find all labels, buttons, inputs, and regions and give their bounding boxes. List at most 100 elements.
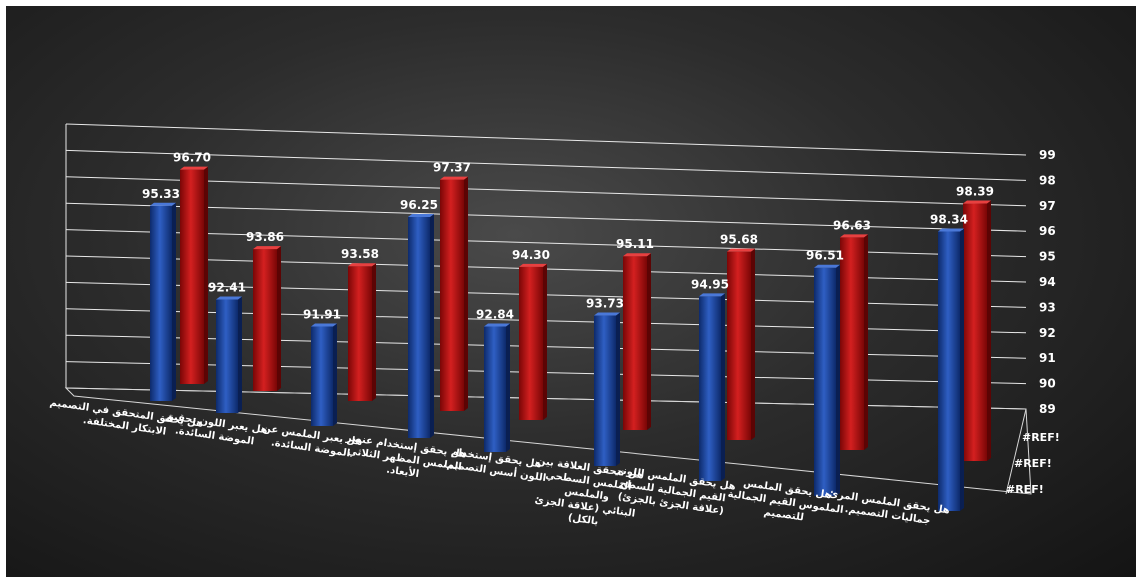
- bar-series-front-side: [960, 228, 964, 512]
- bar-series-front: [938, 228, 964, 512]
- bar-series-back-value-label: 93.58: [341, 247, 379, 261]
- bar-series-back: [440, 176, 468, 411]
- bar-series-front: [150, 202, 176, 401]
- depth-label: #REF!: [1022, 431, 1060, 444]
- bar-series-back-value-label: 94.30: [512, 248, 550, 262]
- bar-series-front-value-label: 96.51: [806, 249, 844, 263]
- bar-series-back-side: [204, 166, 208, 384]
- bar-series-back: [180, 166, 208, 384]
- gridline: [65, 176, 1027, 207]
- y-tick-label: 96: [1039, 224, 1056, 238]
- bar-series-front-side: [238, 296, 242, 413]
- bar-series-front-face: [216, 299, 238, 413]
- bar-series-front: [311, 323, 337, 426]
- bar-series-front-top: [699, 293, 725, 297]
- bar-series-back: [963, 200, 991, 461]
- bar-series-back-top: [963, 200, 991, 204]
- bar-series-back-face: [963, 203, 987, 461]
- y-tick-label: 98: [1039, 173, 1056, 187]
- bar-series-front-side: [172, 202, 176, 401]
- bar-series-back-value-label: 95.11: [616, 237, 654, 251]
- bar-series-front-face: [699, 296, 721, 481]
- depth-label: #REF!: [1014, 457, 1052, 470]
- category-label: هل يحقق الملمس المرئجماليات التصميم.: [827, 489, 951, 530]
- bar-series-front-face: [311, 326, 333, 426]
- bar-series-back-side: [372, 263, 376, 401]
- bar-series-front-top: [814, 264, 840, 268]
- bar-series-front-value-label: 91.91: [303, 308, 341, 322]
- chart-area: 89 90 91 92 93 94 95 96 97 98 99 #REF! #REF! #REF! 96.…: [6, 6, 1136, 577]
- gridline: [65, 123, 1027, 156]
- bar-series-front-top: [594, 312, 620, 316]
- gridline: [65, 149, 1027, 181]
- bar-series-front-face: [408, 217, 430, 438]
- bar-series-front-top: [484, 323, 510, 327]
- bar-series-front-face: [814, 267, 836, 496]
- bar-series-front-top: [938, 228, 964, 232]
- category-label-line: بالكل): [567, 512, 599, 527]
- bar-series-front-face: [150, 205, 172, 401]
- bar-series-back-face: [519, 266, 543, 420]
- bar-series-front-side: [430, 214, 434, 438]
- bar-series-back-side: [464, 176, 468, 411]
- bar-series-back-top: [840, 234, 868, 238]
- bar-series-back-top: [348, 263, 376, 267]
- bar-series-back-value-label: 96.70: [173, 151, 211, 165]
- bar-series-front-top: [408, 214, 434, 217]
- y-tick-label: 90: [1039, 377, 1056, 391]
- bar-series-back: [348, 263, 376, 401]
- bar-series-back: [840, 234, 868, 450]
- bar-chart-3d: 89 90 91 92 93 94 95 96 97 98 99 #REF! #REF! #REF! 96.…: [49, 123, 1060, 530]
- bar-series-back: [623, 253, 651, 430]
- category-label: هل يعبر اللون تحقيقالموضة السائدة.: [163, 411, 269, 449]
- bar-series-front-top: [311, 323, 337, 327]
- bar-series-front-value-label: 98.34: [930, 212, 968, 226]
- bar-series-back-side: [864, 234, 868, 450]
- y-tick-label: 95: [1039, 250, 1056, 264]
- bar-series-back-face: [253, 249, 277, 391]
- bar-series-back-top: [180, 166, 208, 170]
- y-tick-label: 94: [1039, 275, 1056, 289]
- bar-series-front-side: [836, 264, 840, 496]
- bar-series-back-top: [519, 263, 547, 267]
- bar-series-front-face: [938, 231, 960, 512]
- bar-series-front-side: [721, 293, 725, 481]
- bar-series-back-top: [440, 176, 468, 180]
- y-tick-label: 99: [1039, 148, 1056, 162]
- bar-series-front: [408, 214, 434, 438]
- bar-series-back-side: [543, 263, 547, 420]
- bar-series-front-side: [616, 312, 620, 466]
- bar-series-front-value-label: 92.41: [208, 281, 246, 295]
- y-tick-label: 92: [1039, 326, 1056, 340]
- bar-series-front: [216, 296, 242, 413]
- bar-series-back: [727, 248, 755, 440]
- bar-series-front-top: [150, 202, 176, 206]
- bar-series-back-face: [623, 256, 647, 430]
- bar-series-back-value-label: 97.37: [433, 161, 471, 175]
- y-tick-label: 93: [1039, 300, 1056, 314]
- bar-series-front-value-label: 93.73: [586, 297, 624, 311]
- y-tick-label: 91: [1039, 351, 1056, 365]
- bar-series-front-side: [333, 323, 337, 426]
- bar-series-back-top: [253, 246, 281, 250]
- bar-series-back-face: [727, 251, 751, 440]
- bar-series-front-value-label: 96.25: [400, 198, 438, 212]
- depth-axis: [1005, 408, 1027, 495]
- bar-series-back-value-label: 93.86: [246, 230, 284, 244]
- bar-series-front-face: [594, 315, 616, 466]
- bar-series-front-side: [506, 323, 510, 452]
- bar-series-back-top: [727, 248, 755, 252]
- bar-series-back-face: [348, 266, 372, 401]
- depth-label: #REF!: [1006, 483, 1044, 496]
- bar-series-front-value-label: 95.33: [142, 187, 180, 201]
- bar-series-back-value-label: 95.68: [720, 233, 758, 247]
- bar-series-back-side: [647, 253, 651, 430]
- bar-series-front-value-label: 94.95: [691, 277, 729, 291]
- bar-series-back-side: [751, 248, 755, 440]
- y-tick-label: 89: [1039, 402, 1056, 416]
- bar-series-front-value-label: 92.84: [476, 307, 514, 321]
- bar-series-back: [519, 263, 547, 420]
- bar-series-front-face: [484, 326, 506, 452]
- bar-series-back-value-label: 96.63: [833, 218, 871, 232]
- bar-series-back-side: [987, 200, 991, 461]
